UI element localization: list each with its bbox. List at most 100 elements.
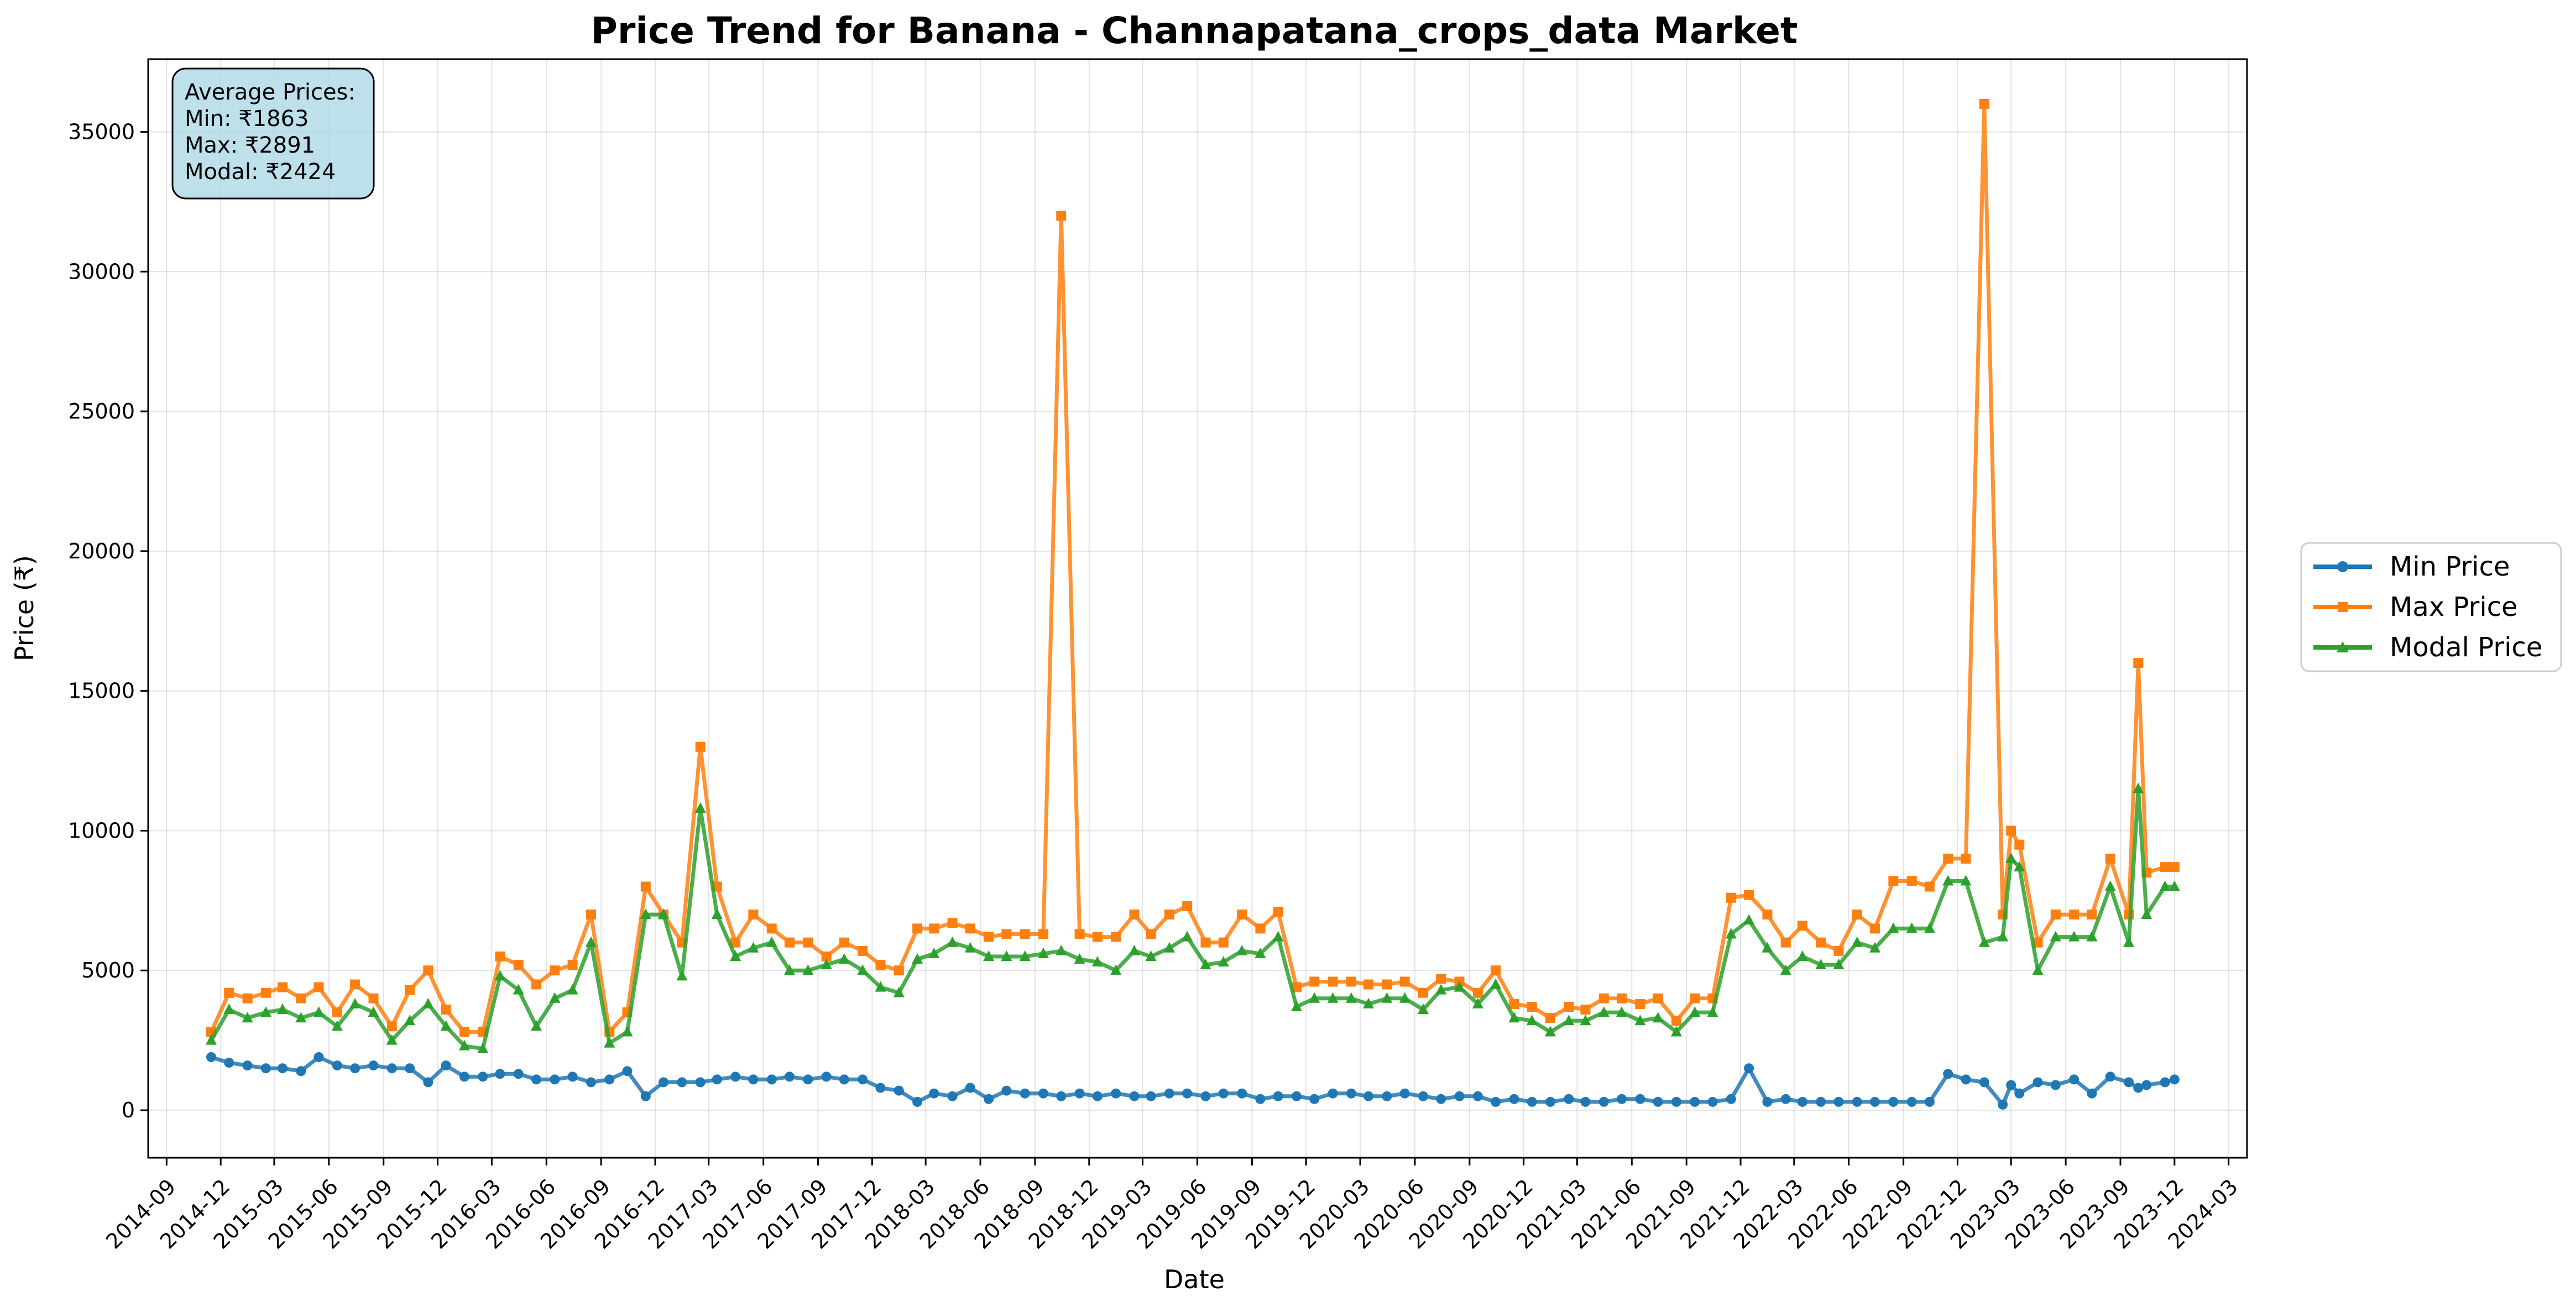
min-price-point: [513, 1069, 524, 1079]
modal-price-series: [205, 782, 2180, 1053]
modal-price-point: [1200, 959, 1211, 970]
modal-price-point: [893, 986, 905, 997]
modal-price-point: [1563, 1015, 1575, 1026]
legend-min-label: Min Price: [2390, 551, 2510, 582]
min-price-point: [2014, 1088, 2025, 1099]
min-price-point: [1001, 1085, 1012, 1096]
min-price-point: [313, 1052, 324, 1062]
max-price-point: [2133, 658, 2144, 668]
max-price-point: [1617, 993, 1627, 1003]
min-price-point: [441, 1060, 451, 1071]
min-price-point: [1418, 1091, 1428, 1101]
min-price-point: [1454, 1091, 1465, 1101]
modal-price-point: [1163, 942, 1175, 953]
max-price-point: [405, 985, 415, 995]
min-price-point: [1111, 1088, 1121, 1099]
min-price-point: [206, 1052, 216, 1062]
max-price-point: [1924, 881, 1935, 892]
modal-price-point: [1290, 1000, 1302, 1011]
max-price-point: [1038, 929, 1049, 939]
modal-price-point: [1652, 1012, 1664, 1023]
max-price-point: [1363, 979, 1374, 990]
min-price-point: [1564, 1094, 1574, 1104]
legend-frame: [2300, 542, 2562, 672]
min-price-point: [1237, 1088, 1247, 1099]
min-price-point: [1382, 1091, 1392, 1101]
max-price-point: [1399, 976, 1410, 987]
modal-price-point: [1309, 992, 1320, 1003]
stats-box-title: Average Prices:: [185, 80, 356, 105]
modal-price-point: [1833, 959, 1845, 970]
modal-price-point: [567, 984, 578, 995]
y-tick-label: 25000: [68, 399, 135, 424]
modal-price-point: [2123, 936, 2135, 947]
min-price-point: [1707, 1096, 1718, 1107]
modal-price-point: [494, 970, 506, 981]
min-price-point: [242, 1060, 253, 1071]
modal-price-point: [2141, 908, 2152, 919]
min-price-point: [784, 1071, 795, 1082]
modal-price-point: [1743, 914, 1755, 925]
modal-price-point: [912, 953, 923, 964]
min-price-point: [2006, 1080, 2016, 1090]
max-price-point: [1418, 987, 1428, 998]
max-price-point: [531, 979, 542, 990]
max-price-point: [2050, 909, 2061, 920]
min-price-point: [1346, 1088, 1356, 1099]
max-price-point: [495, 951, 505, 961]
max-price-point: [1491, 965, 1501, 976]
stats-min: Min: ₹1863: [185, 106, 309, 132]
modal-price-point: [2050, 931, 2061, 942]
min-price-point: [1491, 1096, 1501, 1107]
modal-price-point: [1128, 944, 1140, 955]
min-price-point: [1998, 1099, 2008, 1110]
min-price-point: [1074, 1088, 1085, 1099]
modal-price-line: [209, 787, 2175, 1051]
min-price-point: [1509, 1094, 1519, 1104]
min-price-point: [947, 1091, 958, 1101]
max-price-point: [386, 1021, 397, 1032]
modal-price-point: [1472, 997, 1483, 1008]
modal-price-point: [748, 942, 759, 953]
min-price-point: [2069, 1074, 2079, 1085]
stats-box: Average Prices: Min: ₹1863 Max: ₹2891 Mo…: [171, 67, 375, 200]
modal-price-point: [295, 1012, 307, 1023]
min-price-point: [1943, 1069, 1953, 1079]
modal-price-point: [205, 1034, 217, 1045]
max-price-point: [1092, 932, 1102, 942]
max-price-point: [350, 979, 360, 990]
modal-price-point: [313, 1006, 325, 1017]
max-price-point: [441, 1005, 451, 1015]
series-layer: [205, 98, 2180, 1110]
min-price-point: [296, 1066, 306, 1076]
max-price-point: [1309, 976, 1320, 987]
min-price-point: [912, 1096, 923, 1107]
modal-price-point: [440, 1020, 452, 1031]
modal-price-point: [1145, 950, 1157, 961]
min-price-point: [695, 1077, 706, 1088]
modal-price-point: [1851, 936, 1863, 947]
modal-price-point: [1580, 1015, 1591, 1026]
modal-price-point: [783, 964, 795, 975]
modal-price-point: [1725, 928, 1737, 939]
modal-price-point: [1707, 1006, 1718, 1017]
modal-price-point: [621, 1026, 633, 1037]
modal-price-point: [1454, 981, 1465, 992]
min-price-point: [2141, 1080, 2152, 1090]
min-price-point: [965, 1083, 975, 1093]
min-price-point: [2050, 1080, 2061, 1090]
min-price-point: [550, 1074, 560, 1085]
modal-price-point: [349, 997, 361, 1008]
modal-price-point: [1182, 931, 1193, 942]
modal-price-point: [1255, 947, 1266, 958]
modal-price-point: [1490, 978, 1502, 989]
min-price-point: [2169, 1074, 2180, 1085]
max-price-point: [567, 960, 578, 970]
modal-price-point: [276, 1003, 288, 1015]
max-price-point: [875, 960, 886, 970]
min-price-point: [224, 1058, 234, 1068]
modal-price-point: [1363, 997, 1375, 1008]
max-price-point: [1164, 909, 1174, 920]
min-price-point: [1056, 1091, 1067, 1101]
